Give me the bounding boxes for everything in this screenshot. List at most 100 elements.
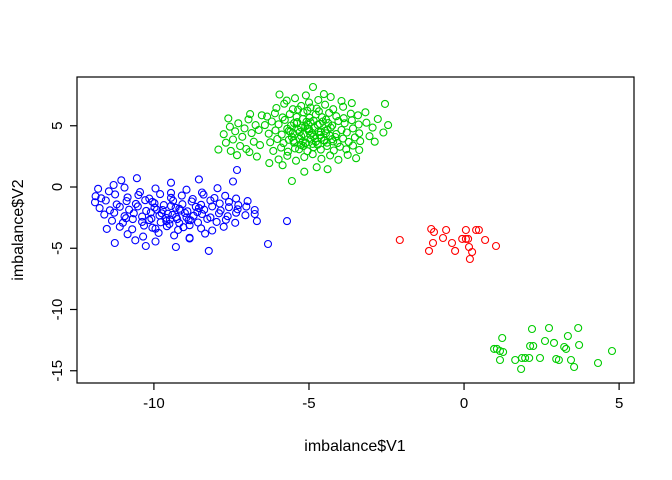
data-point xyxy=(249,137,258,146)
data-point xyxy=(277,130,286,139)
data-point xyxy=(368,123,377,132)
data-point xyxy=(182,185,191,194)
data-point xyxy=(147,214,156,223)
data-point xyxy=(131,199,140,208)
data-point xyxy=(272,103,281,113)
data-point xyxy=(283,147,292,156)
x-axis-title: imbalance$V1 xyxy=(304,438,406,455)
data-point xyxy=(275,90,284,99)
data-point xyxy=(379,128,388,137)
data-point xyxy=(173,215,182,224)
data-point xyxy=(102,224,111,233)
data-point xyxy=(465,254,474,264)
data-point xyxy=(356,137,365,146)
data-point xyxy=(521,353,530,363)
data-point xyxy=(148,197,157,206)
data-point xyxy=(193,208,202,217)
data-point xyxy=(221,138,230,147)
data-point xyxy=(110,238,119,248)
data-point xyxy=(252,152,261,161)
data-point xyxy=(481,235,490,245)
data-point xyxy=(593,358,603,368)
data-point xyxy=(180,208,189,218)
data-point xyxy=(243,197,252,206)
data-point xyxy=(549,338,559,347)
data-point xyxy=(185,234,194,243)
data-point xyxy=(97,194,106,203)
data-point xyxy=(120,183,129,192)
data-point xyxy=(474,225,483,235)
data-point xyxy=(170,231,179,240)
data-point xyxy=(240,124,249,133)
data-point xyxy=(344,137,353,146)
data-point xyxy=(300,152,309,162)
data-point xyxy=(362,118,371,127)
data-point xyxy=(468,247,477,257)
data-point xyxy=(447,238,457,248)
data-point xyxy=(151,237,160,246)
data-point xyxy=(285,110,294,119)
data-point xyxy=(228,177,238,186)
data-point xyxy=(179,223,188,232)
data-point xyxy=(156,218,165,227)
y-tick-label: 0 xyxy=(49,183,66,191)
data-point xyxy=(342,145,351,154)
data-point xyxy=(300,167,309,176)
data-point xyxy=(304,125,314,134)
data-point xyxy=(267,117,276,126)
data-point xyxy=(461,234,470,243)
data-point xyxy=(575,340,584,350)
data-point xyxy=(370,137,379,146)
data-point xyxy=(291,156,301,165)
data-point xyxy=(263,239,273,249)
data-point xyxy=(234,201,243,210)
data-point xyxy=(131,236,140,245)
data-point xyxy=(177,191,186,200)
data-point xyxy=(290,144,300,153)
data-point xyxy=(122,197,131,206)
data-point xyxy=(228,135,238,144)
data-point xyxy=(111,190,120,199)
data-point xyxy=(132,174,141,183)
data-point xyxy=(133,202,142,211)
data-point xyxy=(283,151,292,160)
data-point xyxy=(241,211,250,220)
data-point xyxy=(424,246,434,255)
x-axis: -10 -5 0 5 xyxy=(143,383,623,412)
data-point xyxy=(142,206,151,215)
data-point xyxy=(517,364,526,374)
data-point xyxy=(105,206,114,215)
data-point xyxy=(265,159,274,168)
data-point xyxy=(535,353,545,363)
data-point xyxy=(125,205,134,214)
data-point xyxy=(104,187,113,196)
data-point xyxy=(109,180,118,190)
data-point xyxy=(316,128,325,137)
data-point xyxy=(278,113,287,122)
data-point xyxy=(271,126,280,135)
data-point xyxy=(203,214,212,223)
data-point xyxy=(297,123,306,132)
plot-box xyxy=(76,76,635,384)
data-point xyxy=(365,132,374,141)
data-point xyxy=(115,202,124,211)
data-point xyxy=(257,111,266,120)
points-layer xyxy=(90,82,617,374)
data-point xyxy=(574,323,583,333)
data-point xyxy=(166,201,176,211)
data-point xyxy=(461,225,470,235)
x-tick-label: 0 xyxy=(460,395,468,412)
data-point xyxy=(186,216,195,225)
data-point xyxy=(197,224,206,233)
data-point xyxy=(317,154,326,163)
data-point xyxy=(554,355,563,365)
data-point xyxy=(166,188,176,197)
data-point xyxy=(224,114,233,123)
data-point xyxy=(312,163,321,172)
data-point xyxy=(274,155,283,164)
data-point xyxy=(607,346,617,356)
data-point xyxy=(121,214,131,223)
data-point xyxy=(254,125,263,135)
data-point xyxy=(324,119,333,128)
data-point xyxy=(221,215,230,224)
